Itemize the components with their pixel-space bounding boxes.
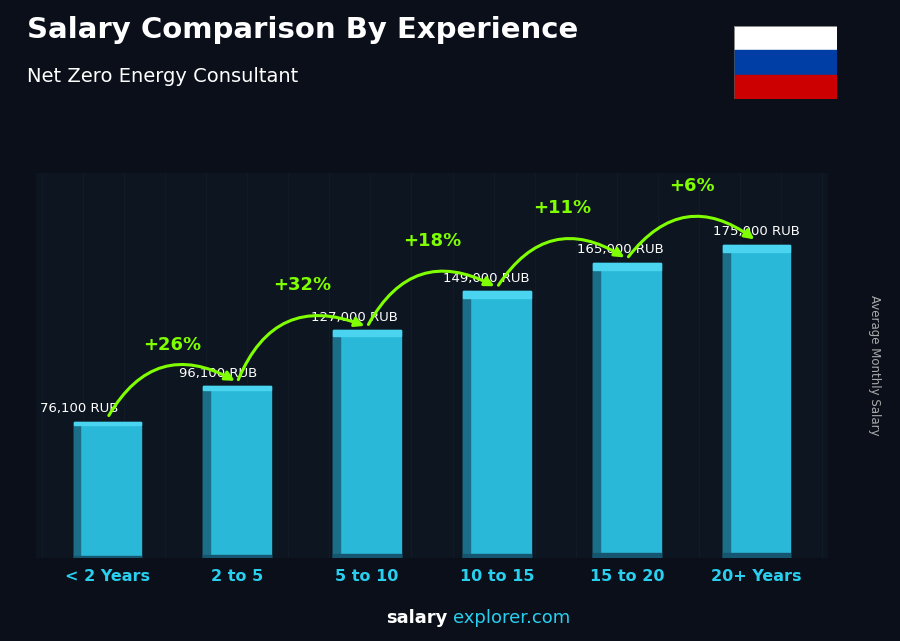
Text: 175,000 RUB: 175,000 RUB bbox=[713, 226, 800, 238]
Text: 127,000 RUB: 127,000 RUB bbox=[310, 312, 398, 324]
Bar bbox=[734, 75, 837, 99]
Bar bbox=[593, 553, 661, 558]
Text: Average Monthly Salary: Average Monthly Salary bbox=[868, 295, 881, 436]
Bar bbox=[723, 553, 790, 558]
Text: +26%: +26% bbox=[143, 336, 202, 354]
Text: explorer.com: explorer.com bbox=[453, 609, 570, 627]
Bar bbox=[74, 422, 80, 558]
Bar bbox=[723, 245, 730, 558]
Bar bbox=[464, 291, 531, 558]
Bar bbox=[723, 245, 790, 558]
Bar bbox=[464, 554, 531, 558]
Text: Net Zero Energy Consultant: Net Zero Energy Consultant bbox=[27, 67, 298, 87]
Text: +6%: +6% bbox=[669, 176, 715, 194]
Bar bbox=[203, 386, 271, 390]
Bar bbox=[464, 291, 531, 298]
Text: 165,000 RUB: 165,000 RUB bbox=[577, 243, 663, 256]
Text: 149,000 RUB: 149,000 RUB bbox=[443, 272, 530, 285]
Bar bbox=[593, 263, 661, 270]
Text: 96,100 RUB: 96,100 RUB bbox=[178, 367, 256, 379]
Text: +18%: +18% bbox=[403, 232, 461, 250]
Bar bbox=[74, 556, 141, 558]
Bar bbox=[593, 263, 661, 558]
Bar bbox=[734, 26, 837, 50]
Bar bbox=[74, 422, 141, 558]
Bar bbox=[203, 386, 211, 558]
Text: Salary Comparison By Experience: Salary Comparison By Experience bbox=[27, 16, 578, 44]
Text: +32%: +32% bbox=[273, 276, 331, 294]
Bar bbox=[464, 291, 470, 558]
Bar bbox=[203, 386, 271, 558]
Bar bbox=[333, 331, 340, 558]
Bar bbox=[333, 331, 400, 336]
Bar bbox=[734, 50, 837, 75]
Bar bbox=[333, 331, 400, 558]
Bar bbox=[333, 554, 400, 558]
Bar bbox=[74, 422, 141, 425]
Text: +11%: +11% bbox=[533, 199, 591, 217]
Bar bbox=[723, 245, 790, 253]
Text: salary: salary bbox=[386, 609, 447, 627]
Bar bbox=[593, 263, 599, 558]
Bar bbox=[203, 555, 271, 558]
Text: 76,100 RUB: 76,100 RUB bbox=[40, 403, 118, 415]
